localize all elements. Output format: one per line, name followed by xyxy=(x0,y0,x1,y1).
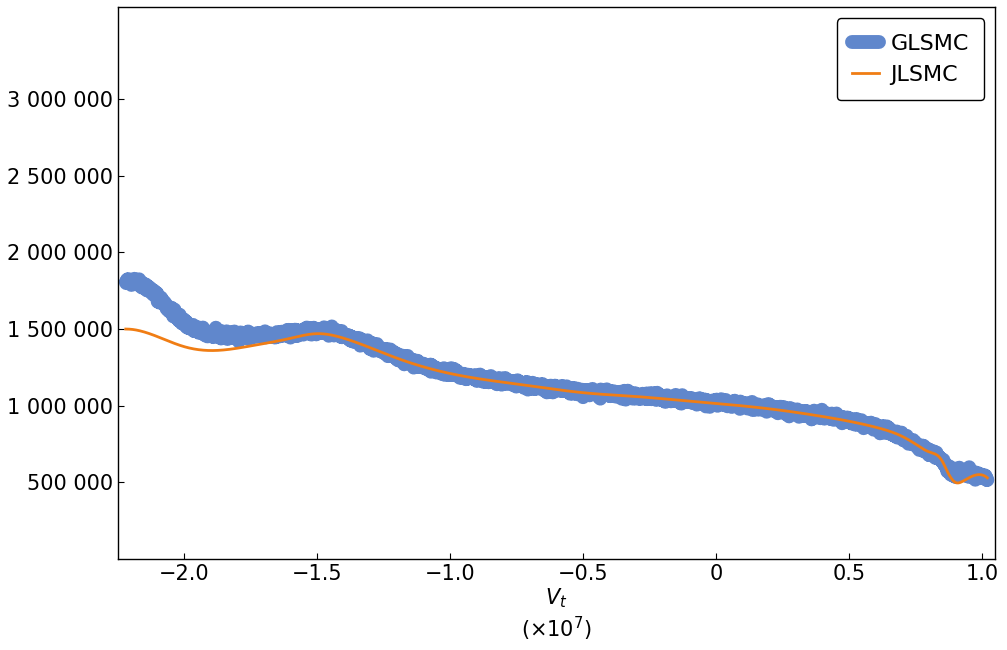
X-axis label: $V_t$
$(\times 10^7)$: $V_t$ $(\times 10^7)$ xyxy=(522,587,592,643)
GLSMC xyxy=(128,275,140,283)
GLSMC xyxy=(164,307,176,315)
GLSMC xyxy=(120,278,132,286)
JLSMC xyxy=(957,477,969,485)
JLSMC xyxy=(952,479,964,487)
JLSMC xyxy=(799,410,811,417)
JLSMC xyxy=(120,325,132,333)
GLSMC xyxy=(517,379,529,387)
Legend: GLSMC, JLSMC: GLSMC, JLSMC xyxy=(837,18,984,100)
GLSMC xyxy=(539,385,551,393)
JLSMC xyxy=(120,325,132,333)
Line: JLSMC: JLSMC xyxy=(126,329,987,483)
GLSMC xyxy=(981,476,993,484)
JLSMC xyxy=(958,477,970,485)
Line: GLSMC: GLSMC xyxy=(126,279,987,480)
GLSMC xyxy=(957,469,969,477)
JLSMC xyxy=(981,474,993,482)
GLSMC xyxy=(957,468,969,476)
JLSMC xyxy=(517,381,529,389)
JLSMC xyxy=(164,338,176,346)
GLSMC xyxy=(799,410,811,417)
JLSMC xyxy=(539,384,551,392)
